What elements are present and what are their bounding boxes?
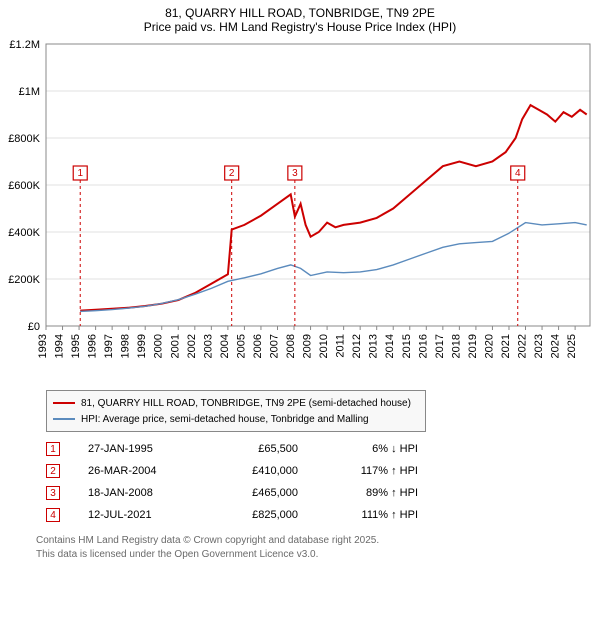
x-tick-label: 2020	[483, 334, 495, 358]
x-tick-label: 2001	[169, 334, 181, 358]
x-tick-label: 2003	[202, 334, 214, 358]
title-block: 81, QUARRY HILL ROAD, TONBRIDGE, TN9 2PE…	[0, 0, 600, 36]
sales-price: £825,000	[208, 509, 298, 521]
footer-line1: Contains HM Land Registry data © Crown c…	[36, 534, 600, 548]
series-hpi	[80, 223, 587, 312]
x-tick-label: 2006	[252, 334, 264, 358]
x-tick-label: 2021	[500, 334, 512, 358]
x-tick-label: 1999	[136, 334, 148, 358]
x-tick-label: 1993	[37, 334, 49, 358]
x-tick-label: 2012	[351, 334, 363, 358]
title-main: 81, QUARRY HILL ROAD, TONBRIDGE, TN9 2PE	[0, 6, 600, 20]
y-tick-label: £800K	[8, 133, 40, 145]
sales-delta: 111% ↑ HPI	[298, 509, 418, 521]
sales-table: 127-JAN-1995£65,5006% ↓ HPI226-MAR-2004£…	[46, 438, 476, 526]
chart-svg: £0 £200K £400K £600K £800K £1M £1.2M 1993 1994 19…	[0, 36, 600, 386]
y-tick-label: £400K	[8, 227, 40, 239]
x-tick-label: 2005	[235, 334, 247, 358]
sales-row: 1 27-JAN-1995£65,5006% ↓ HPI	[46, 438, 476, 460]
x-tick-label: 2013	[368, 334, 380, 358]
legend-label: 81, QUARRY HILL ROAD, TONBRIDGE, TN9 2PE…	[81, 398, 411, 409]
y-tick-label: £0	[28, 321, 40, 333]
x-tick-label: 2018	[450, 334, 462, 358]
sales-date: 27-JAN-1995	[88, 443, 208, 455]
x-tick-label: 1994	[54, 334, 66, 358]
x-tick-label: 2007	[268, 334, 280, 358]
sales-marker: 2	[46, 464, 60, 478]
legend-item: HPI: Average price, semi-detached house,…	[53, 411, 419, 427]
sales-row: 4 12-JUL-2021£825,000111% ↑ HPI	[46, 504, 476, 526]
x-tick-label: 2004	[219, 334, 231, 358]
x-tick-label: 2000	[153, 334, 165, 358]
x-tick-label: 2010	[318, 334, 330, 358]
y-tick-label: £200K	[8, 274, 40, 286]
x-tick-label: 1995	[70, 334, 82, 358]
sales-date: 26-MAR-2004	[88, 465, 208, 477]
y-tick-label: £1.2M	[9, 39, 40, 51]
sales-marker: 4	[46, 508, 60, 522]
series-price_paid	[80, 105, 587, 311]
sales-marker: 3	[46, 486, 60, 500]
marker-number: 3	[292, 168, 298, 179]
x-tick-label: 1996	[87, 334, 99, 358]
x-tick-label: 2023	[533, 334, 545, 358]
sales-date: 12-JUL-2021	[88, 509, 208, 521]
sales-delta: 117% ↑ HPI	[298, 465, 418, 477]
marker-number: 4	[515, 168, 521, 179]
sales-row: 2 26-MAR-2004£410,000117% ↑ HPI	[46, 460, 476, 482]
footer: Contains HM Land Registry data © Crown c…	[36, 534, 600, 561]
sales-marker: 1	[46, 442, 60, 456]
x-tick-label: 2002	[186, 334, 198, 358]
figure-container: 81, QUARRY HILL ROAD, TONBRIDGE, TN9 2PE…	[0, 0, 600, 561]
marker-number: 2	[229, 168, 235, 179]
legend-swatch	[53, 418, 75, 420]
x-tick-label: 2017	[434, 334, 446, 358]
chart: £0 £200K £400K £600K £800K £1M £1.2M 1993 1994 19…	[0, 36, 600, 386]
x-tick-label: 2015	[401, 334, 413, 358]
sales-price: £410,000	[208, 465, 298, 477]
sales-date: 18-JAN-2008	[88, 487, 208, 499]
legend-item: 81, QUARRY HILL ROAD, TONBRIDGE, TN9 2PE…	[53, 395, 419, 411]
title-sub: Price paid vs. HM Land Registry's House …	[0, 20, 600, 34]
sales-delta: 89% ↑ HPI	[298, 487, 418, 499]
sales-price: £465,000	[208, 487, 298, 499]
x-tick-label: 1998	[120, 334, 132, 358]
footer-line2: This data is licensed under the Open Gov…	[36, 548, 600, 562]
x-tick-label: 2019	[467, 334, 479, 358]
x-tick-label: 2008	[285, 334, 297, 358]
x-tick-label: 2016	[417, 334, 429, 358]
legend-label: HPI: Average price, semi-detached house,…	[81, 414, 369, 425]
legend: 81, QUARRY HILL ROAD, TONBRIDGE, TN9 2PE…	[46, 390, 426, 432]
y-tick-label: £1M	[19, 86, 40, 98]
x-tick-label: 2025	[566, 334, 578, 358]
sales-price: £65,500	[208, 443, 298, 455]
sales-delta: 6% ↓ HPI	[298, 443, 418, 455]
sales-row: 3 18-JAN-2008£465,00089% ↑ HPI	[46, 482, 476, 504]
x-tick-label: 2022	[517, 334, 529, 358]
x-tick-label: 2024	[550, 334, 562, 358]
x-tick-label: 2009	[302, 334, 314, 358]
x-tick-label: 2014	[384, 334, 396, 358]
x-tick-label: 1997	[103, 334, 115, 358]
y-tick-label: £600K	[8, 180, 40, 192]
marker-number: 1	[77, 168, 83, 179]
legend-swatch	[53, 402, 75, 404]
x-tick-label: 2011	[335, 334, 347, 358]
